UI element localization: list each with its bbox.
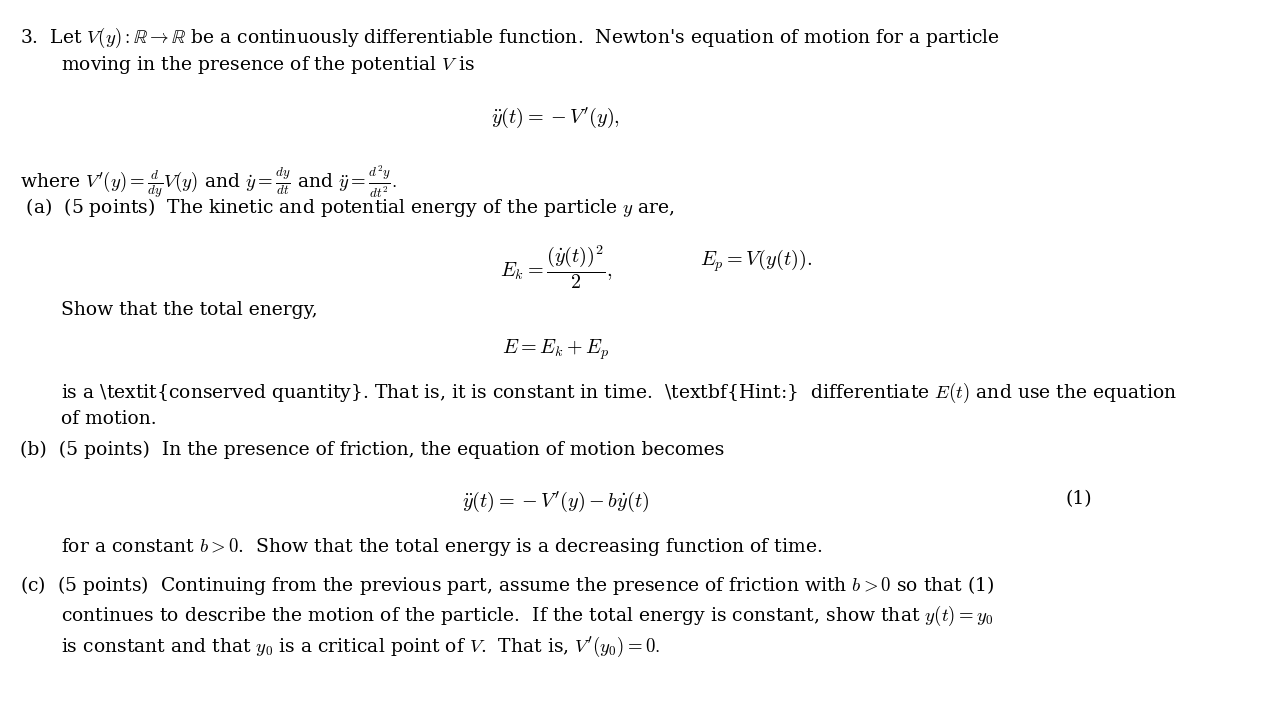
Text: for a constant $b > 0$.  Show that the total energy is a decreasing function of : for a constant $b > 0$. Show that the to… — [62, 536, 823, 558]
Text: $E_p = V(y(t)).$: $E_p = V(y(t)).$ — [700, 248, 811, 274]
Text: is a \textit{conserved quantity}. That is, it is constant in time.  \textbf{Hint: is a \textit{conserved quantity}. That i… — [62, 380, 1177, 404]
Text: $\ddot{y}(t) = -V'(y),$: $\ddot{y}(t) = -V'(y),$ — [491, 105, 620, 129]
Text: Show that the total energy,: Show that the total energy, — [62, 301, 318, 319]
Text: $E = E_k + E_p$: $E = E_k + E_p$ — [502, 338, 610, 362]
Text: (1): (1) — [1065, 490, 1092, 508]
Text: $E_k = \dfrac{(\dot{y}(t))^2}{2},$: $E_k = \dfrac{(\dot{y}(t))^2}{2},$ — [500, 243, 612, 291]
Text: is constant and that $y_0$ is a critical point of $V$.  That is, $V'(y_0) = 0.$: is constant and that $y_0$ is a critical… — [62, 635, 660, 658]
Text: where $V'(y) = \frac{d}{dy}V(y)$ and $\dot{y} = \frac{dy}{dt}$ and $\ddot{y} = \: where $V'(y) = \frac{d}{dy}V(y)$ and $\d… — [21, 163, 397, 200]
Text: moving in the presence of the potential $V$ is: moving in the presence of the potential … — [62, 54, 475, 76]
Text: (a)  (5 points)  The kinetic and potential energy of the particle $y$ are,: (a) (5 points) The kinetic and potential… — [21, 196, 675, 219]
Text: of motion.: of motion. — [62, 410, 157, 428]
Text: continues to describe the motion of the particle.  If the total energy is consta: continues to describe the motion of the … — [62, 604, 994, 628]
Text: (c)  (5 points)  Continuing from the previous part, assume the presence of frict: (c) (5 points) Continuing from the previ… — [21, 574, 994, 597]
Text: (b)  (5 points)  In the presence of friction, the equation of motion becomes: (b) (5 points) In the presence of fricti… — [21, 441, 724, 459]
Text: 3.  Let $V(y): \mathbb{R} \to \mathbb{R}$ be a continuously differentiable funct: 3. Let $V(y): \mathbb{R} \to \mathbb{R}$… — [21, 25, 1001, 49]
Text: $\ddot{y}(t) = -V'(y) - b\dot{y}(t)$: $\ddot{y}(t) = -V'(y) - b\dot{y}(t)$ — [462, 490, 649, 514]
